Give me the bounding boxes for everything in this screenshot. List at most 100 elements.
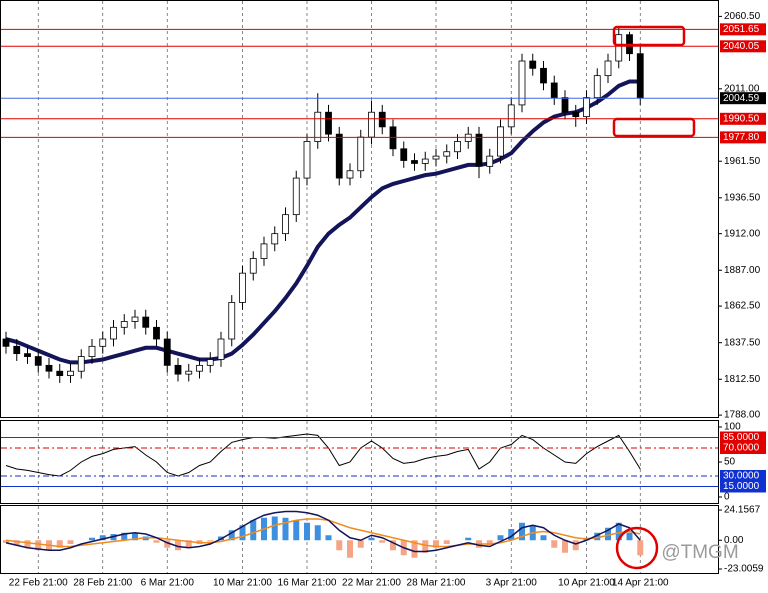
level-label: 2004.59 [723, 93, 760, 104]
highlight-circle [615, 526, 659, 570]
candle-body [507, 104, 515, 128]
candle-body [239, 272, 246, 303]
y-tick-label: 24.1567 [724, 505, 761, 516]
candle-body [67, 370, 74, 376]
candle-body [518, 60, 526, 106]
histogram-bar [228, 530, 235, 541]
histogram-bar [304, 522, 310, 541]
candle-body [13, 345, 21, 355]
pane-frame [0, 0, 719, 418]
histogram-bar [465, 537, 472, 541]
level-label: 70.0000 [723, 443, 760, 454]
x-tick-label: 16 Mar 21:00 [278, 578, 337, 589]
level-label-box [720, 112, 766, 125]
y-tick-label: 100 [724, 422, 741, 433]
indicator-line [5, 510, 641, 553]
candle-body [120, 321, 128, 328]
histogram-bar [486, 540, 493, 546]
histogram-bar [282, 517, 289, 541]
watermark: @TMGM [661, 542, 738, 563]
candle-body [77, 356, 85, 372]
histogram-bar [99, 535, 106, 541]
highlight-box [612, 117, 696, 138]
candle-body [282, 214, 289, 235]
level-label-box [720, 431, 766, 444]
candle-body [206, 359, 214, 366]
candle-body [411, 160, 418, 164]
x-tick-label: 14 Apr 21:00 [612, 578, 669, 589]
histogram-bar [551, 540, 558, 548]
pane-frame [0, 505, 719, 574]
indicator-line [5, 79, 641, 365]
candle-body [454, 141, 461, 153]
candle-body [615, 34, 623, 62]
level-label-box [720, 441, 766, 454]
histogram-bar [239, 525, 246, 541]
histogram-bar [35, 540, 42, 551]
candle-body [497, 126, 504, 157]
y-tick-label: 1788.00 [724, 410, 761, 421]
x-tick-label: 22 Feb 21:00 [9, 578, 68, 589]
histogram-bar [411, 540, 418, 558]
candle-body [346, 170, 354, 179]
histogram-bar [626, 532, 633, 541]
histogram-bar [67, 540, 74, 544]
indicator-line [5, 518, 641, 548]
level-label: 30.0000 [723, 471, 760, 482]
candle-body [378, 111, 386, 128]
level-label-box [720, 23, 766, 36]
level-label: 15.0000 [723, 481, 760, 492]
level-label-box [720, 131, 766, 144]
histogram-bar [433, 540, 439, 548]
histogram-bar [153, 540, 160, 543]
y-tick-label: 1887.00 [724, 265, 761, 276]
candle-body [88, 345, 96, 357]
histogram-bar [508, 529, 515, 541]
histogram-bar [497, 535, 504, 541]
histogram-bar [250, 520, 257, 541]
histogram-bar [325, 535, 332, 541]
histogram-bar [368, 537, 375, 541]
x-tick-label: 10 Apr 21:00 [558, 578, 615, 589]
histogram-bar [24, 540, 31, 548]
x-tick-label: 22 Mar 21:00 [342, 578, 401, 589]
histogram-bar [185, 540, 192, 548]
level-label-box [720, 469, 766, 482]
histogram-bar [336, 540, 343, 551]
y-tick-label: 1812.50 [724, 374, 761, 385]
y-tick-label: 1862.50 [724, 301, 761, 312]
y-tick-label: 2060.50 [724, 11, 761, 22]
x-tick-label: 28 Mar 21:00 [407, 578, 466, 589]
candle-body [636, 53, 644, 99]
histogram-bar [637, 540, 644, 556]
candle-body [2, 338, 10, 347]
level-label-box [720, 92, 766, 105]
candle-body [432, 155, 440, 160]
histogram-bar [347, 540, 353, 558]
level-label-box [720, 480, 766, 493]
candle-body [260, 243, 268, 259]
histogram-bar [175, 540, 181, 551]
y-tick-label: -23.0059 [724, 564, 764, 575]
histogram-bar [132, 532, 138, 541]
y-tick-label: 1936.50 [724, 192, 761, 203]
candle-body [540, 67, 547, 84]
candle-body [185, 370, 193, 375]
candle-body [529, 60, 537, 69]
candle-body [249, 258, 257, 274]
candle-body [292, 177, 300, 216]
candle-body [99, 338, 107, 347]
y-tick-label: 1912.00 [724, 228, 761, 239]
candle-body [400, 148, 408, 161]
histogram-bar [293, 520, 300, 541]
candle-body [271, 233, 279, 245]
candle-body [142, 316, 150, 328]
level-label: 1990.50 [723, 113, 760, 124]
histogram-bar [89, 537, 95, 541]
histogram-bar [164, 540, 171, 548]
y-tick-label: 1961.50 [724, 156, 761, 167]
